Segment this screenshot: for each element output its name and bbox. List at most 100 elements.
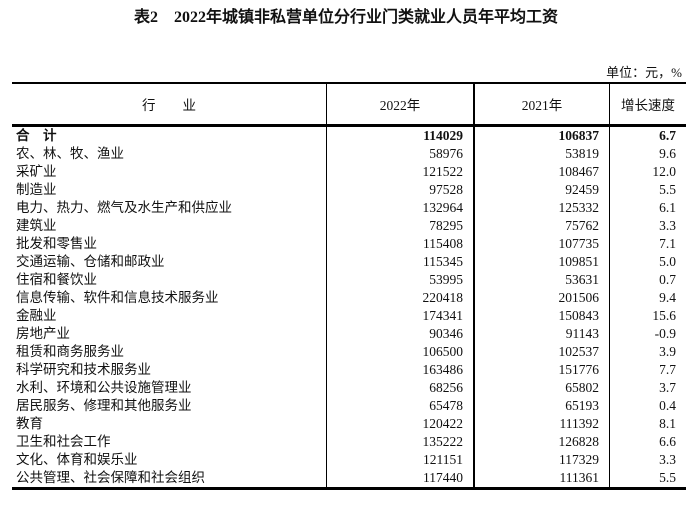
growth-cell: 12.0: [609, 163, 686, 181]
wage-2021-cell: 108467: [473, 163, 610, 181]
industry-cell: 信息传输、软件和信息技术服务业: [16, 290, 219, 305]
growth-cell: 9.4: [609, 289, 686, 307]
wage-2022-cell: 117440: [326, 469, 474, 490]
wage-2021-cell: 65193: [473, 397, 610, 415]
header-2021: 2021年: [473, 82, 610, 127]
table-row: 水利、环境和公共设施管理业 68256 65802 3.7: [12, 379, 686, 397]
growth-cell: 3.9: [609, 343, 686, 361]
table-row: 卫生和社会工作 135222 126828 6.6: [12, 433, 686, 451]
wage-2021-cell: 53819: [473, 145, 610, 163]
table-row: 教育 120422 111392 8.1: [12, 415, 686, 433]
wage-2022-cell: 68256: [326, 379, 474, 397]
growth-cell: 3.3: [609, 217, 686, 235]
table-row: 制造业 97528 92459 5.5: [12, 181, 686, 199]
industry-cell: 采矿业: [16, 164, 57, 179]
growth-cell: 7.7: [609, 361, 686, 379]
wage-2021-cell: 106837: [473, 125, 610, 145]
table-row: 文化、体育和娱乐业 121151 117329 3.3: [12, 451, 686, 469]
growth-cell: 5.5: [609, 469, 686, 490]
table-row: 科学研究和技术服务业 163486 151776 7.7: [12, 361, 686, 379]
wage-2021-cell: 53631: [473, 271, 610, 289]
wage-table: 行 业 2022年 2021年 增长速度 合 计 114029 106837 6.7 农…: [12, 82, 686, 490]
table-row: 房地产业 90346 91143 -0.9: [12, 325, 686, 343]
industry-cell: 水利、环境和公共设施管理业: [16, 380, 192, 395]
total-row: 合 计 114029 106837 6.7: [12, 125, 686, 145]
table-row: 采矿业 121522 108467 12.0: [12, 163, 686, 181]
wage-2021-cell: 109851: [473, 253, 610, 271]
growth-cell: 0.7: [609, 271, 686, 289]
growth-cell: 6.6: [609, 433, 686, 451]
industry-cell: 电力、热力、燃气及水生产和供应业: [16, 200, 232, 215]
growth-cell: 5.0: [609, 253, 686, 271]
table-row: 电力、热力、燃气及水生产和供应业 132964 125332 6.1: [12, 199, 686, 217]
industry-cell: 教育: [16, 416, 43, 431]
wage-2021-cell: 92459: [473, 181, 610, 199]
table-row: 公共管理、社会保障和社会组织 117440 111361 5.5: [12, 469, 686, 490]
wage-2022-cell: 135222: [326, 433, 474, 451]
table-row: 农、林、牧、渔业 58976 53819 9.6: [12, 145, 686, 163]
wage-2022-cell: 120422: [326, 415, 474, 433]
growth-cell: 9.6: [609, 145, 686, 163]
growth-cell: 6.1: [609, 199, 686, 217]
wage-2021-cell: 117329: [473, 451, 610, 469]
growth-cell: 3.3: [609, 451, 686, 469]
table-row: 交通运输、仓储和邮政业 115345 109851 5.0: [12, 253, 686, 271]
growth-cell: 8.1: [609, 415, 686, 433]
table-row: 金融业 174341 150843 15.6: [12, 307, 686, 325]
industry-cell: 公共管理、社会保障和社会组织: [12, 469, 327, 490]
wage-2022-cell: 115345: [326, 253, 474, 271]
header-industry: 行 业: [12, 82, 327, 127]
wage-2022-cell: 65478: [326, 397, 474, 415]
industry-cell: 文化、体育和娱乐业: [16, 452, 138, 467]
wage-2022-cell: 106500: [326, 343, 474, 361]
wage-2021-cell: 65802: [473, 379, 610, 397]
growth-cell: -0.9: [609, 325, 686, 343]
table-title: 表2 2022年城镇非私营单位分行业门类就业人员年平均工资: [133, 9, 558, 26]
industry-cell: 卫生和社会工作: [16, 434, 111, 449]
wage-2021-cell: 75762: [473, 217, 610, 235]
wage-2022-cell: 114029: [326, 125, 474, 145]
growth-cell: 15.6: [609, 307, 686, 325]
growth-cell: 6.7: [609, 125, 686, 145]
industry-cell: 科学研究和技术服务业: [16, 362, 151, 377]
growth-cell: 5.5: [609, 181, 686, 199]
header-row: 行 业 2022年 2021年 增长速度: [12, 82, 686, 127]
industry-cell: 居民服务、修理和其他服务业: [16, 398, 192, 413]
wage-2022-cell: 121151: [326, 451, 474, 469]
wage-2021-cell: 107735: [473, 235, 610, 253]
wage-2021-cell: 150843: [473, 307, 610, 325]
wage-2021-cell: 201506: [473, 289, 610, 307]
wage-2021-cell: 151776: [473, 361, 610, 379]
wage-2022-cell: 163486: [326, 361, 474, 379]
wage-2022-cell: 90346: [326, 325, 474, 343]
industry-cell: 房地产业: [16, 326, 70, 341]
growth-cell: 0.4: [609, 397, 686, 415]
wage-2021-cell: 125332: [473, 199, 610, 217]
wage-2022-cell: 58976: [326, 145, 474, 163]
industry-cell: 金融业: [16, 308, 57, 323]
table-row: 居民服务、修理和其他服务业 65478 65193 0.4: [12, 397, 686, 415]
wage-2022-cell: 174341: [326, 307, 474, 325]
wage-2022-cell: 97528: [326, 181, 474, 199]
industry-cell: 合 计: [16, 128, 57, 143]
table-row: 租赁和商务服务业 106500 102537 3.9: [12, 343, 686, 361]
wage-2021-cell: 91143: [473, 325, 610, 343]
wage-2022-cell: 115408: [326, 235, 474, 253]
wage-2022-cell: 53995: [326, 271, 474, 289]
industry-cell: 交通运输、仓储和邮政业: [16, 254, 165, 269]
header-2022: 2022年: [326, 82, 474, 127]
table-row: 住宿和餐饮业 53995 53631 0.7: [12, 271, 686, 289]
header-growth: 增长速度: [609, 82, 686, 127]
table-row: 信息传输、软件和信息技术服务业 220418 201506 9.4: [12, 289, 686, 307]
wage-2021-cell: 111361: [473, 469, 610, 490]
industry-cell: 住宿和餐饮业: [16, 272, 97, 287]
wage-2022-cell: 220418: [326, 289, 474, 307]
wage-2022-cell: 132964: [326, 199, 474, 217]
wage-2021-cell: 111392: [473, 415, 610, 433]
wage-2021-cell: 126828: [473, 433, 610, 451]
industry-cell: 租赁和商务服务业: [16, 344, 124, 359]
growth-cell: 7.1: [609, 235, 686, 253]
industry-cell: 批发和零售业: [16, 236, 97, 251]
unit-label: 单位：元，%: [606, 65, 682, 80]
wage-2022-cell: 78295: [326, 217, 474, 235]
